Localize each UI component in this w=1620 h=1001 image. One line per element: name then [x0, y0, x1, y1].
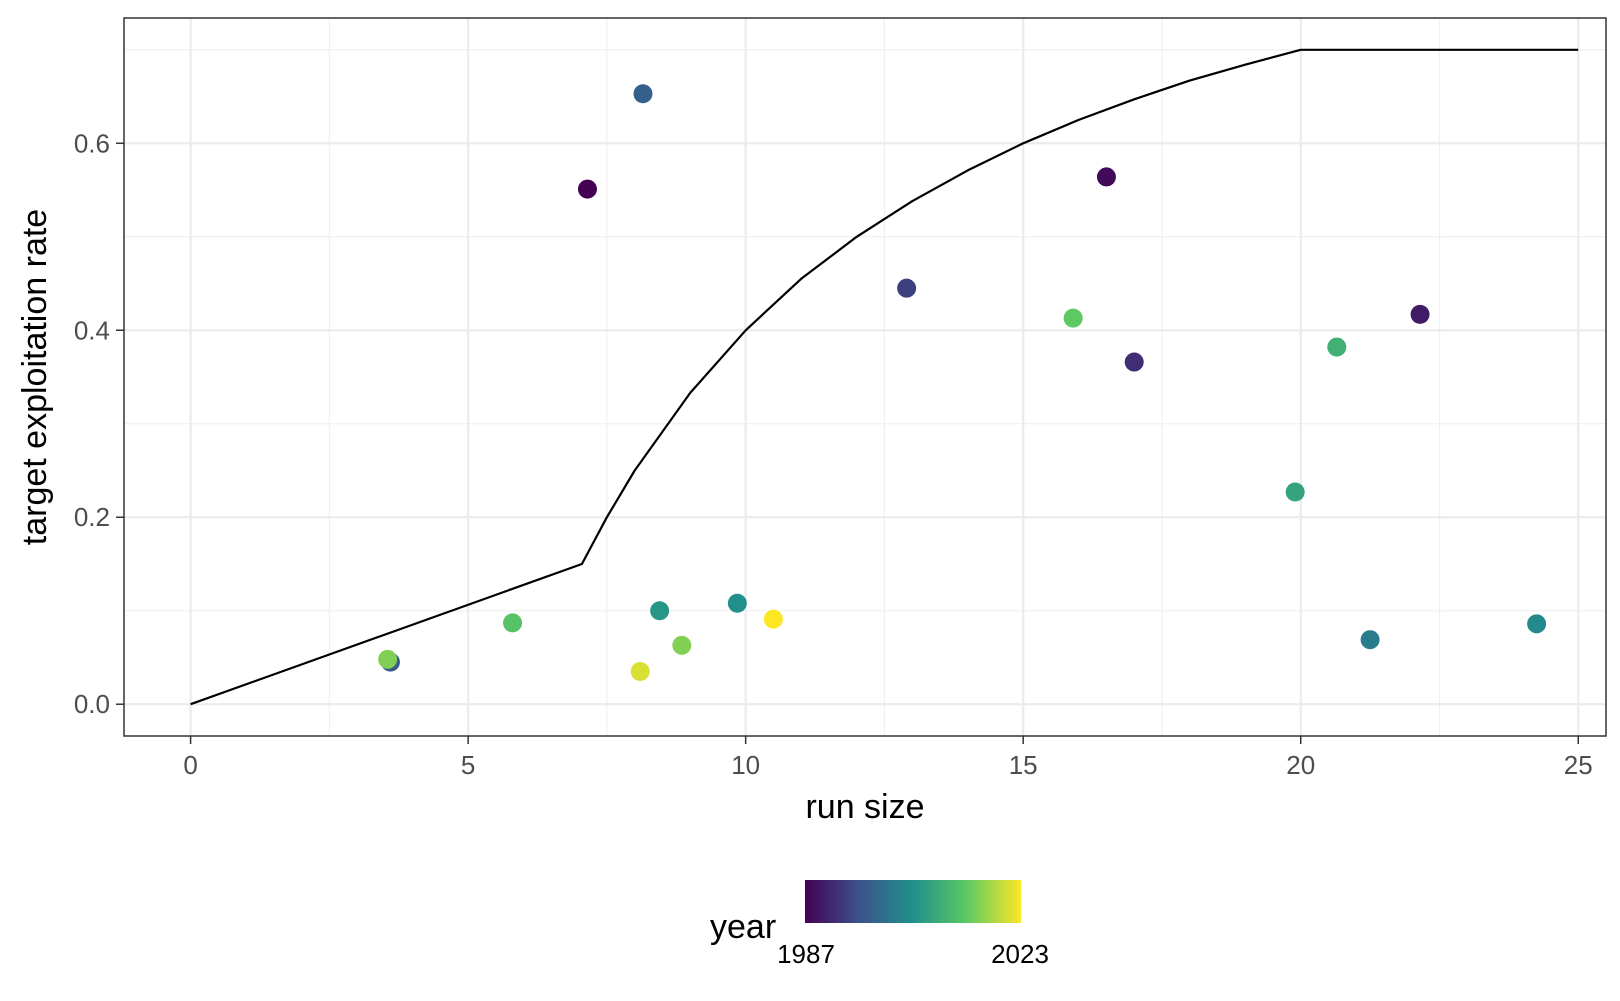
x-axis-title: run size — [805, 788, 924, 826]
plot-panel-background — [124, 18, 1606, 736]
color-legend: year 1987 2023 — [710, 880, 1049, 969]
x-tick-label: 25 — [1564, 750, 1593, 780]
y-axis-title: target exploitation rate — [16, 209, 54, 545]
target-exploitation-curve — [190, 48, 1579, 706]
legend-title: year — [710, 908, 776, 946]
y-tick-label: 0.4 — [74, 315, 110, 345]
data-point — [650, 601, 670, 621]
data-point — [503, 613, 523, 633]
data-point — [1360, 630, 1380, 650]
data-point — [378, 649, 398, 669]
data-point — [1124, 352, 1144, 372]
x-tick-label: 10 — [731, 750, 760, 780]
legend-colorbar — [805, 880, 1021, 923]
data-points-layer — [378, 84, 1547, 681]
x-tick-label: 5 — [461, 750, 475, 780]
x-tick-label: 0 — [183, 750, 197, 780]
x-axis: 0 5 10 15 20 25 — [183, 736, 1593, 780]
data-point — [1410, 304, 1430, 324]
legend-min-label: 1987 — [777, 939, 835, 969]
data-point — [1063, 308, 1083, 328]
data-point — [577, 179, 597, 199]
data-point — [727, 593, 747, 613]
y-tick-label: 0.6 — [74, 128, 110, 158]
data-point — [1327, 337, 1347, 357]
data-point — [1527, 614, 1547, 634]
x-tick-label: 15 — [1009, 750, 1038, 780]
legend-max-label: 2023 — [991, 939, 1049, 969]
major-gridlines — [124, 18, 1606, 736]
data-point — [897, 278, 917, 298]
data-point — [1096, 167, 1116, 187]
y-tick-label: 0.0 — [74, 689, 110, 719]
data-point — [763, 609, 783, 629]
data-point — [672, 635, 692, 655]
data-point — [630, 661, 650, 681]
y-axis: 0.0 0.2 0.4 0.6 — [74, 128, 124, 719]
x-tick-label: 20 — [1286, 750, 1315, 780]
y-tick-label: 0.2 — [74, 502, 110, 532]
target-curve-layer — [190, 48, 1579, 706]
plot-panel-border — [123, 17, 1607, 737]
data-point — [633, 84, 653, 104]
data-point — [1285, 482, 1305, 502]
